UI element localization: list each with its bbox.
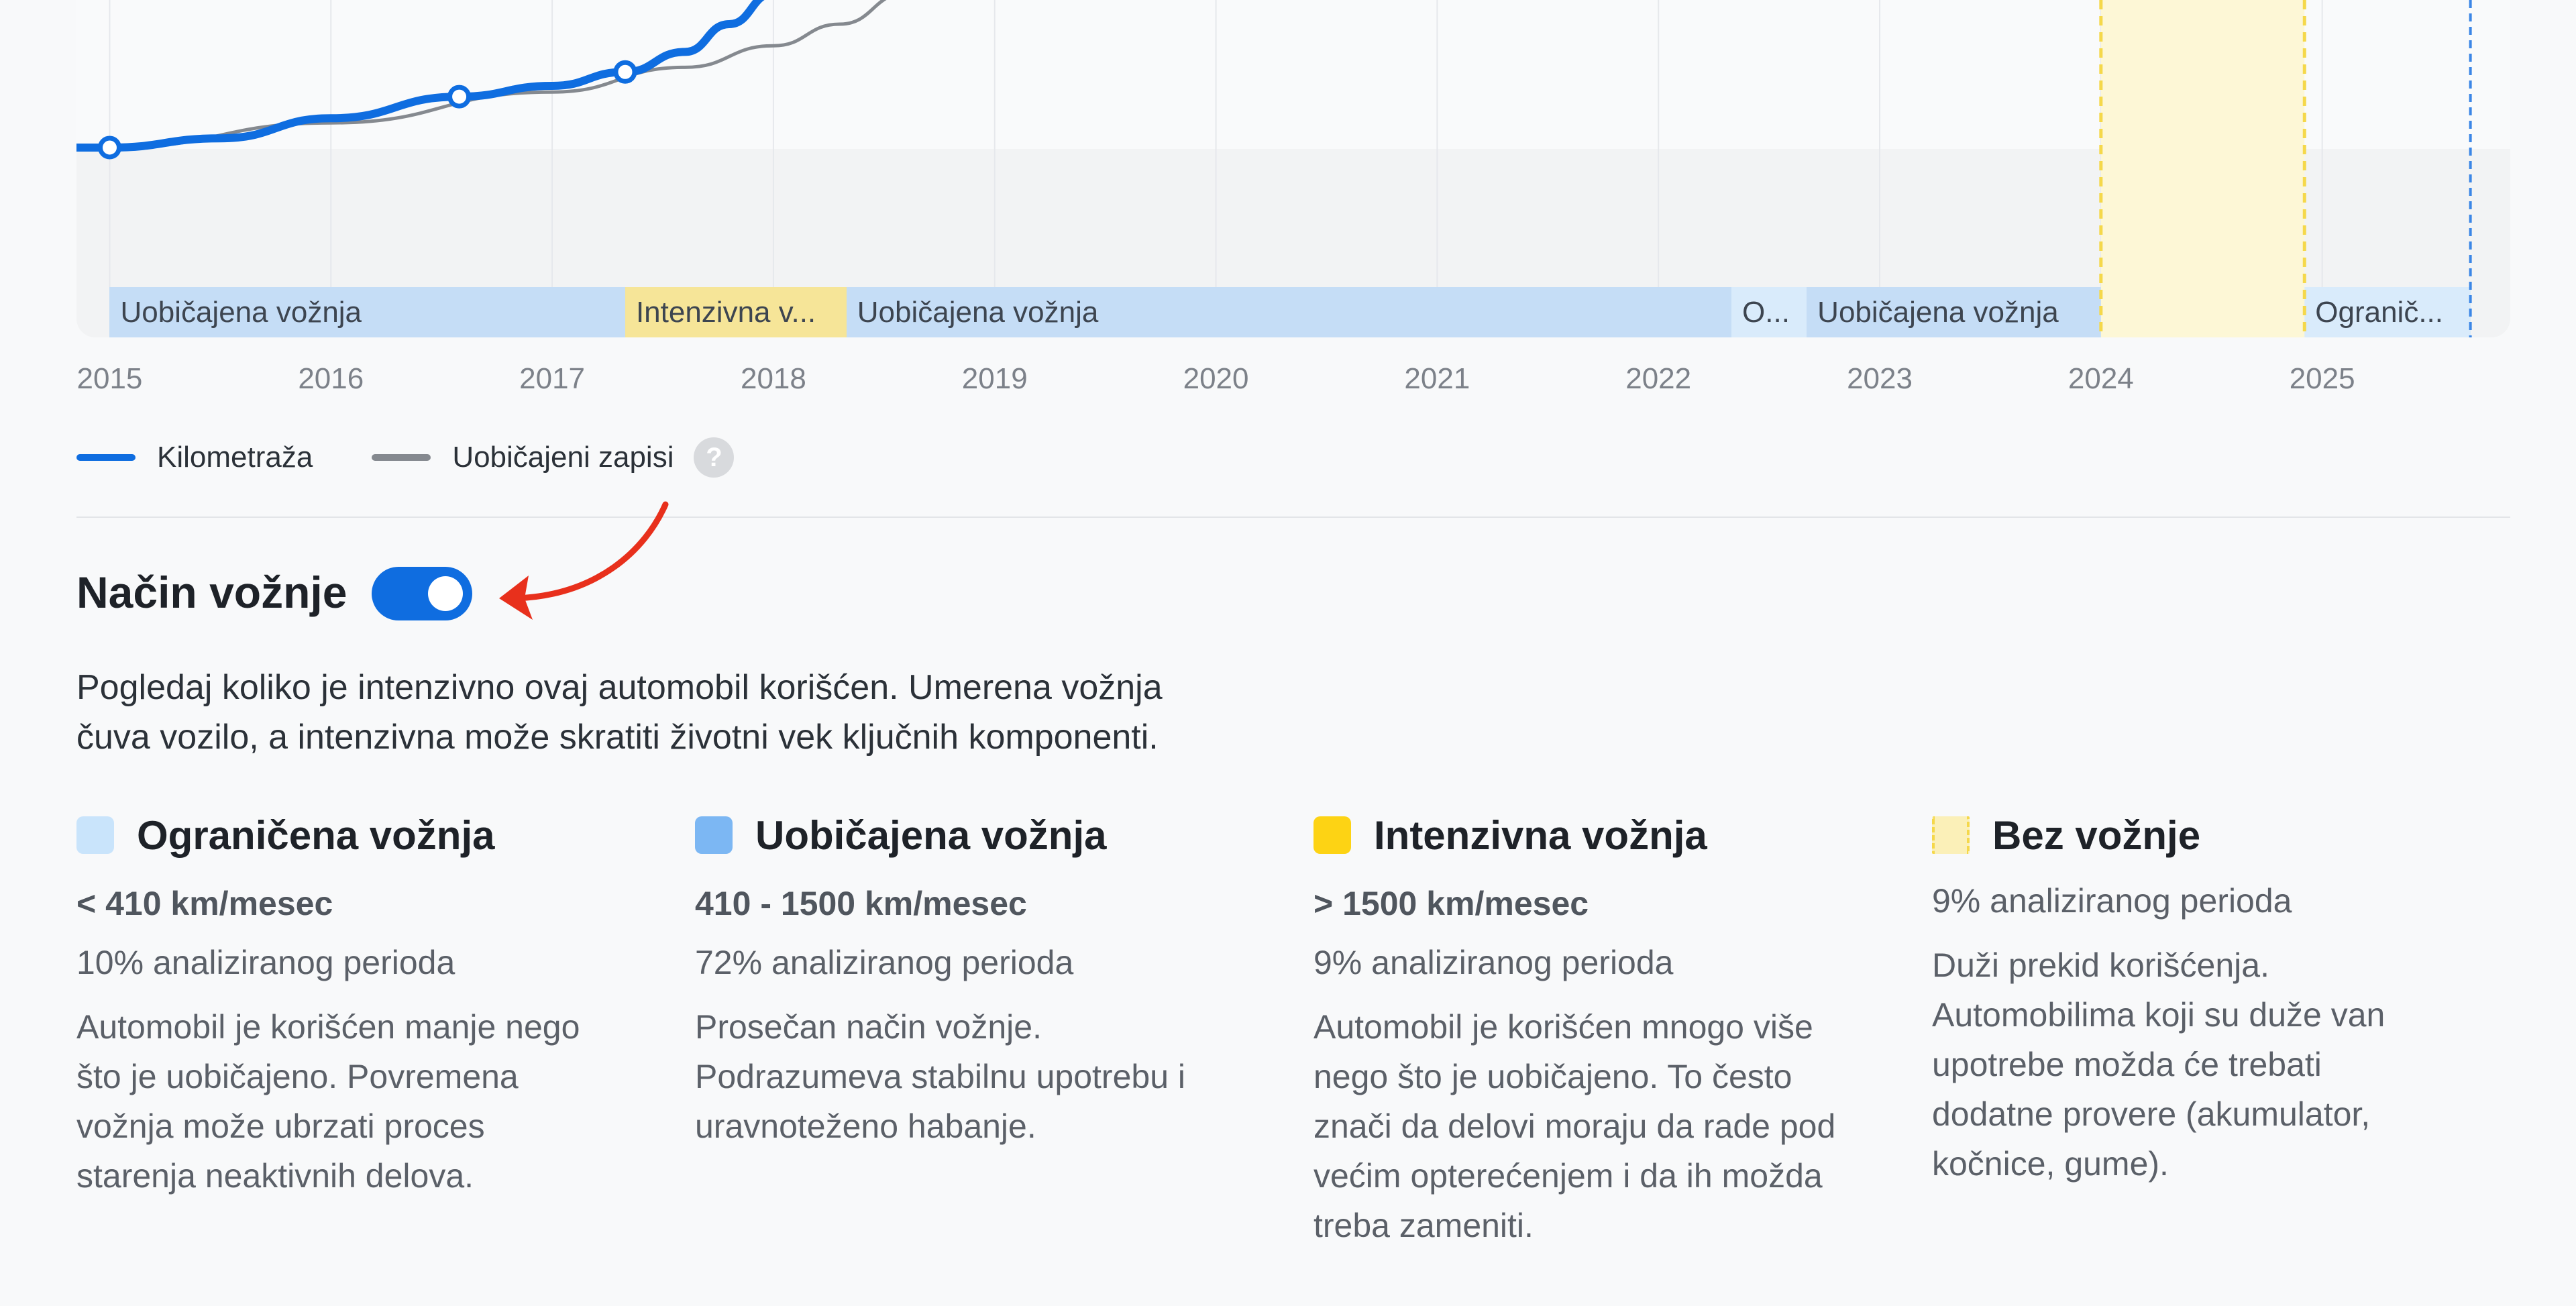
description-line: vožnja može ubrzati proces — [76, 1107, 485, 1145]
description-line: kočnice, gume). — [1932, 1145, 2169, 1183]
legend-swatch-typical-records — [372, 454, 431, 461]
segment-intense[interactable]: Intenzivna v... — [625, 287, 847, 337]
category-limited: Ograničena vožnja < 410 km/mesec 10% ana… — [76, 805, 653, 1201]
description-line: nego što je uobičajeno. To često — [1313, 1058, 1792, 1095]
series-line-mileage — [76, 0, 765, 152]
legend-item-typical-records[interactable]: Uobičajeni zapisi ? — [372, 437, 735, 478]
category-swatch-limited — [76, 816, 114, 854]
section-divider — [76, 516, 2510, 518]
mileage-chart: Uobičajena vožnja Intenzivna v... Uobičaje… — [76, 0, 2510, 337]
category-description: Duži prekid korišćenja. Automobilima koj… — [1932, 940, 2509, 1189]
x-tick-label: 2023 — [1847, 362, 1913, 395]
data-point[interactable] — [447, 85, 472, 109]
data-point[interactable] — [613, 60, 637, 84]
description-line: što je uobičajeno. Povremena — [76, 1058, 519, 1095]
category-none: Bez vožnje 9% analiziranog perioda Duži … — [1932, 805, 2509, 1189]
description-line: Automobil je korišćen mnogo više — [1313, 1008, 1813, 1046]
section-title: Način vožnje — [76, 567, 347, 617]
category-title: Uobičajena vožnja — [755, 812, 1107, 858]
chart-svg — [76, 0, 2472, 337]
category-period: 9% analiziranog perioda — [1932, 882, 2292, 920]
chart-legend: Kilometraža Uobičajeni zapisi ? — [76, 436, 735, 479]
category-range: > 1500 km/mesec — [1313, 885, 1589, 922]
category-range: < 410 km/mesec — [76, 885, 333, 922]
description-line: znači da delovi moraju da rade pod — [1313, 1107, 1836, 1145]
description-line: uravnoteženo habanje. — [695, 1107, 1036, 1145]
category-swatch-normal — [695, 816, 733, 854]
legend-item-mileage[interactable]: Kilometraža — [76, 441, 313, 474]
category-period: 10% analiziranog perioda — [76, 944, 455, 981]
help-icon[interactable]: ? — [694, 437, 735, 478]
segment-normal[interactable]: Uobičajena vožnja — [109, 287, 625, 337]
category-description: Automobil je korišćen manje nego što je … — [76, 1002, 653, 1201]
category-swatch-intense — [1313, 816, 1351, 854]
x-tick-label: 2022 — [1625, 362, 1692, 395]
category-range: 410 - 1500 km/mesec — [695, 885, 1027, 922]
legend-swatch-mileage — [76, 454, 136, 461]
no-driving-band — [2100, 0, 2305, 337]
description-line: Automobil je korišćen manje nego — [76, 1008, 580, 1046]
segment-normal[interactable]: Uobičajena vožnja — [1807, 287, 2101, 337]
x-tick-label: 2015 — [76, 362, 143, 395]
x-tick-label: 2016 — [298, 362, 364, 395]
category-title: Intenzivna vožnja — [1374, 812, 1707, 858]
category-period: 9% analiziranog perioda — [1313, 944, 1674, 981]
segment-limited[interactable]: Ogranič... — [2304, 287, 2471, 337]
description-line: treba zameniti. — [1313, 1207, 1534, 1244]
legend-label-mileage: Kilometraža — [157, 441, 313, 474]
x-tick-label: 2024 — [2068, 362, 2134, 395]
category-normal: Uobičajena vožnja 410 - 1500 km/mesec 72… — [695, 805, 1272, 1151]
description-line: Pogledaj koliko je intenzivno ovaj autom… — [76, 668, 1163, 707]
description-line: Duži prekid korišćenja. — [1932, 946, 2269, 984]
description-line: Prosečan način vožnje. — [695, 1008, 1042, 1046]
legend-label-typical-records: Uobičajeni zapisi — [452, 441, 674, 474]
description-line: dodatne provere (akumulator, — [1932, 1095, 2371, 1133]
segment-limited[interactable]: O... — [1731, 287, 1807, 337]
description-line: čuva vozilo, a intenzivna može skratiti … — [76, 718, 1159, 757]
category-swatch-none — [1932, 816, 1970, 854]
description-line: Podrazumeva stabilnu upotrebu i — [695, 1058, 1186, 1095]
toggle-knob — [428, 576, 463, 611]
x-tick-label: 2025 — [2289, 362, 2355, 395]
x-tick-label: 2017 — [519, 362, 586, 395]
x-tick-label: 2021 — [1404, 362, 1470, 395]
category-description: Prosečan način vožnje. Podrazumeva stabi… — [695, 1002, 1272, 1151]
x-tick-label: 2019 — [961, 362, 1028, 395]
x-tick-label: 2020 — [1183, 362, 1249, 395]
category-period: 72% analiziranog perioda — [695, 944, 1074, 981]
section-description: Pogledaj koliko je intenzivno ovaj autom… — [76, 663, 1284, 762]
category-title: Bez vožnje — [1992, 812, 2201, 858]
segment-normal[interactable]: Uobičajena vožnja — [846, 287, 1732, 337]
description-line: upotrebe možda će trebati — [1932, 1046, 2322, 1083]
x-tick-label: 2018 — [740, 362, 806, 395]
description-line: većim opterećenjem i da ih možda — [1313, 1157, 1823, 1195]
annotation-arrow-icon — [499, 501, 669, 620]
description-line: Automobilima koji su duže van — [1932, 996, 2385, 1034]
description-line: starenja neaktivnih delova. — [76, 1157, 474, 1195]
category-description: Automobil je korišćen mnogo više nego št… — [1313, 1002, 1890, 1250]
driving-mode-toggle[interactable] — [372, 567, 472, 620]
category-title: Ograničena vožnja — [137, 812, 495, 858]
data-point[interactable] — [97, 135, 121, 160]
category-intense: Intenzivna vožnja > 1500 km/mesec 9% ana… — [1313, 805, 1890, 1250]
series-line-typical-records — [76, 0, 887, 150]
